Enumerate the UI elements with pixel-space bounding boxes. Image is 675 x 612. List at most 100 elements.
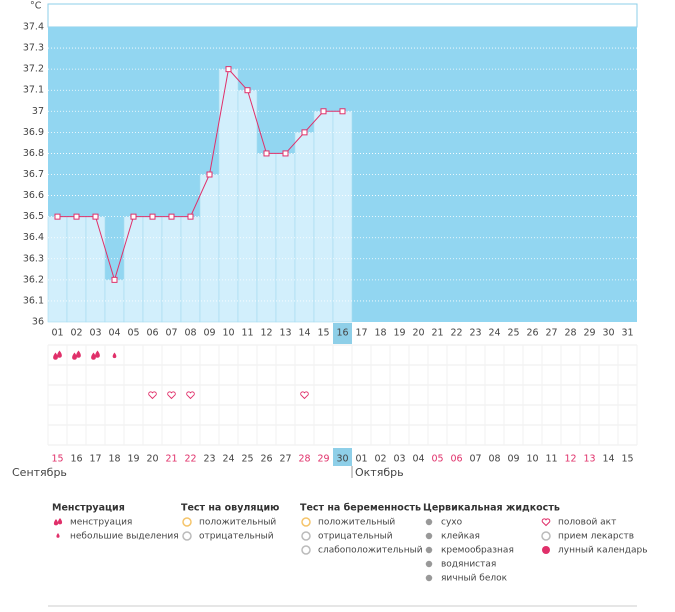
legend-icon (425, 546, 433, 554)
legend-item: клейкая (441, 532, 480, 542)
bar (294, 132, 315, 323)
x-tick-label: 18 (374, 328, 386, 339)
x-tick-label: 30 (602, 328, 614, 339)
x-tick-label: 09 (203, 328, 215, 339)
y-tick-label: 36.7 (23, 169, 44, 180)
x-tick-label: 06 (146, 328, 158, 339)
y-tick-label: 37.1 (23, 85, 44, 96)
y-tick-label: 36.6 (23, 190, 44, 201)
legend-item: сухо (441, 518, 463, 528)
heart-icon (186, 391, 195, 400)
date-label: 02 (374, 454, 386, 465)
date-label: 11 (545, 454, 557, 465)
menstruation-icon (91, 350, 100, 360)
date-label: 09 (507, 454, 519, 465)
bar (161, 216, 182, 323)
marker (149, 213, 156, 220)
date-label: 08 (488, 454, 500, 465)
date-label: 19 (127, 454, 139, 465)
legend-title: Тест на овуляцию (181, 503, 279, 514)
x-tick-label: 20 (412, 328, 424, 339)
legend-icon (182, 517, 192, 527)
menstruation-icon (72, 350, 81, 360)
x-tick-label: 31 (621, 328, 633, 339)
x-tick-label: 27 (545, 328, 557, 339)
date-label: 24 (222, 454, 234, 465)
date-label: 29 (317, 454, 329, 465)
y-tick-label: 36.2 (23, 274, 44, 285)
legend-icon (541, 531, 551, 541)
legend-icon (425, 532, 433, 540)
date-label: 06 (450, 454, 462, 465)
legend-icon (301, 517, 311, 527)
x-tick-label: 13 (279, 328, 291, 339)
date-label: 03 (393, 454, 405, 465)
x-tick-label: 05 (127, 328, 139, 339)
selected-day (333, 323, 352, 344)
bar (237, 89, 258, 323)
x-tick-label: 04 (108, 328, 120, 339)
x-tick-label: 22 (450, 328, 462, 339)
legend-item: отрицательный (199, 532, 274, 542)
date-label: 01 (355, 454, 367, 465)
marker (301, 129, 308, 136)
spotting-icon (112, 352, 117, 359)
bar (85, 216, 106, 323)
heart-icon (148, 391, 157, 400)
x-tick-label: 28 (564, 328, 576, 339)
legend-icon (53, 518, 63, 526)
bar (123, 216, 144, 323)
legend-item: прием лекарств (558, 532, 634, 542)
date-label: 13 (583, 454, 595, 465)
date-label: 15 (51, 454, 63, 465)
bar (199, 174, 220, 323)
legend-icon (301, 545, 311, 555)
date-label: 21 (165, 454, 177, 465)
x-tick-label: 23 (469, 328, 481, 339)
date-label: 14 (602, 454, 614, 465)
date-label: 16 (70, 454, 82, 465)
y-tick-label: 36.4 (23, 232, 44, 243)
legend-item: слабоположительный (318, 546, 423, 556)
legend-icon (425, 574, 433, 582)
unit-label: °C (30, 1, 42, 12)
legend-icon (541, 518, 551, 527)
temperature-line (57, 68, 343, 282)
y-tick-label: 36.9 (23, 127, 44, 138)
x-tick-label: 15 (317, 328, 329, 339)
legend-item: яичный белок (441, 574, 508, 584)
legend-item: положительный (199, 518, 276, 528)
x-tick-label: 14 (298, 328, 310, 339)
marker (111, 276, 118, 283)
legend-icon (425, 560, 433, 568)
date-label: 30 (336, 454, 348, 465)
date-label: 22 (184, 454, 196, 465)
x-tick-label: 17 (355, 328, 367, 339)
bar (66, 216, 87, 323)
legend-item: менструация (70, 518, 132, 528)
month-label: Сентябрь (12, 466, 67, 479)
date-label: 26 (260, 454, 272, 465)
date-label: 27 (279, 454, 291, 465)
heart-icon (300, 391, 309, 400)
heart-icon (167, 391, 176, 400)
legend-icon (182, 531, 192, 541)
legend-item: небольшие выделения (70, 532, 179, 542)
x-tick-label: 21 (431, 328, 443, 339)
top-band (47, 3, 638, 28)
legend-item: половой акт (558, 518, 616, 528)
legend-icon (56, 533, 60, 538)
marker (206, 171, 213, 178)
legend-item: отрицательный (318, 532, 393, 542)
date-label: 07 (469, 454, 481, 465)
y-tick-label: 37.4 (23, 22, 44, 33)
legend-item: водянистая (441, 560, 496, 570)
x-tick-label: 03 (89, 328, 101, 339)
x-tick-label: 24 (488, 328, 500, 339)
selected-date (333, 448, 352, 466)
legend-title: Цервикальная жидкость (423, 503, 560, 514)
marker (130, 213, 137, 220)
date-label: 05 (431, 454, 443, 465)
x-tick-label: 07 (165, 328, 177, 339)
